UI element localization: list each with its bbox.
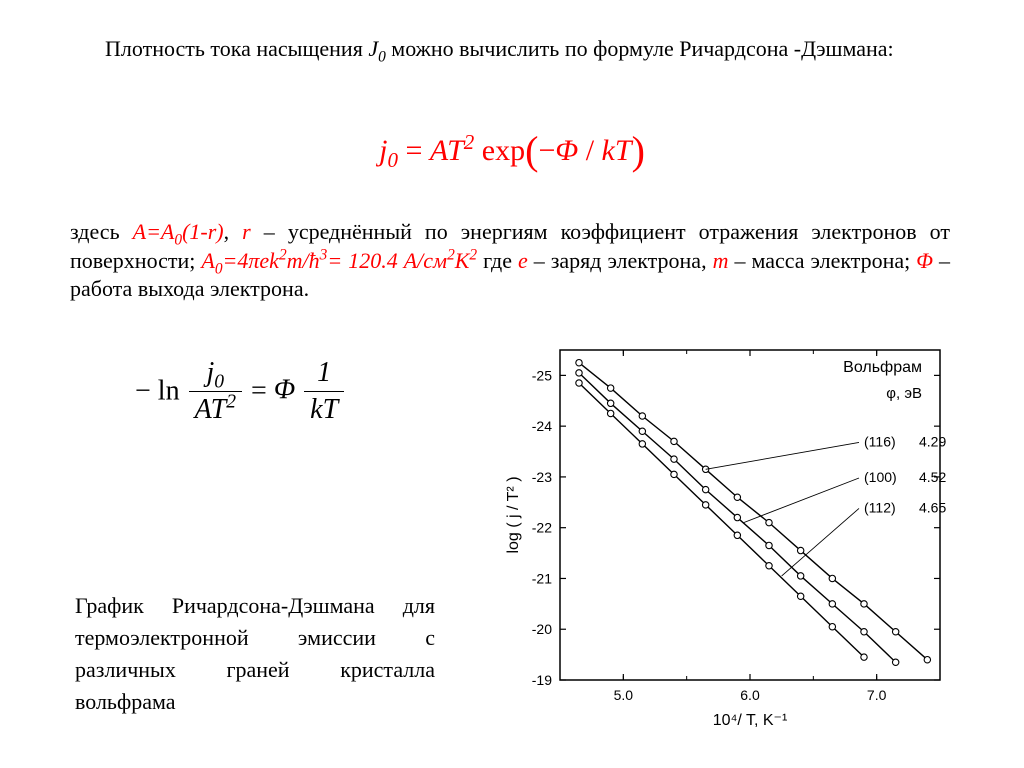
eq1-a: A (430, 134, 447, 167)
p2-e: e (518, 248, 528, 273)
svg-text:-24: -24 (532, 418, 552, 434)
eq2-num2: 1 (304, 355, 344, 392)
svg-text:-22: -22 (532, 520, 552, 536)
eq2-den2-k: k (310, 394, 322, 425)
intro-text-a: Плотность тока насыщения (105, 36, 368, 61)
definitions-paragraph: здесь A=A0(1-r), r – усреднённый по энер… (70, 218, 950, 304)
log-equation: − ln j0 AT2 = Φ 1 kT (135, 355, 346, 429)
p2-a0val: = 120.4 А/см (327, 248, 447, 273)
p2-a0eq: A (201, 248, 214, 273)
eq2-num-sub: 0 (214, 372, 224, 393)
j0-symbol: J (368, 36, 378, 61)
p2-a0eq3: m/ħ (287, 248, 320, 273)
p2-a0valksq: 2 (469, 246, 477, 263)
p2-t4: где (477, 248, 518, 273)
eq1-t-sq: 2 (464, 130, 475, 154)
svg-text:-20: -20 (532, 621, 552, 637)
eq2-ln: ln (158, 376, 180, 407)
eq2-den-t: T (211, 394, 227, 425)
eq1-paren-close: ) (632, 128, 645, 173)
eq1-equals: = (398, 134, 430, 167)
svg-text:4.29: 4.29 (919, 433, 946, 449)
p2-t6: – масса электрона; (728, 248, 916, 273)
p2-arest: (1-r) (182, 219, 224, 244)
p2-a0eq2: =4πek (223, 248, 279, 273)
p2-t1: здесь (70, 219, 133, 244)
p2-a0sub: 0 (174, 231, 182, 248)
j0-subscript: 0 (378, 48, 386, 65)
eq1-j-sub: 0 (387, 148, 398, 172)
p2-phi: Φ (916, 248, 933, 273)
eq2-den-sq: 2 (226, 392, 236, 413)
svg-text:5.0: 5.0 (614, 687, 634, 703)
svg-text:φ, эВ: φ, эВ (886, 385, 922, 402)
eq2-frac2: 1 kT (304, 355, 344, 429)
svg-text:4.65: 4.65 (919, 499, 946, 515)
svg-text:(116): (116) (864, 433, 896, 449)
eq2-minus: − (135, 376, 151, 407)
eq2-frac1: j0 AT2 (189, 355, 242, 429)
p2-t2: , (224, 219, 243, 244)
eq2-eq: = (251, 376, 274, 407)
p2-m: m (713, 248, 729, 273)
p2-r: r (242, 219, 251, 244)
richardson-equation: j0 = AT2 exp(−Φ / kT) (0, 125, 1024, 177)
eq1-t2: T (615, 134, 632, 167)
figure-caption: График Ричардсона-Дэшмана для термоэлект… (75, 590, 435, 718)
richardson-plot: 5.0 6.0 7.0 -25 -24 -23 -22 -21 -20 -19 10⁴/ T, K⁻… (500, 340, 970, 735)
svg-text:-23: -23 (532, 469, 552, 485)
p2-a0valsq: 2 (447, 246, 455, 263)
p2-aeq: A=A (133, 219, 175, 244)
svg-text:(100): (100) (864, 469, 897, 485)
svg-text:Вольфрам: Вольфрам (843, 359, 922, 376)
svg-text:-21: -21 (532, 570, 552, 586)
svg-text:(112): (112) (864, 499, 896, 515)
eq1-phi: Φ (555, 134, 578, 167)
eq1-t: T (447, 134, 464, 167)
p2-a0valk: К (455, 248, 470, 273)
eq2-den-a: A (195, 394, 211, 425)
eq2-phi: Φ (274, 374, 295, 405)
p2-sq: 2 (279, 246, 287, 263)
svg-text:log ( j / T² ): log ( j / T² ) (505, 476, 522, 553)
svg-text:10⁴/ T, K⁻¹: 10⁴/ T, K⁻¹ (713, 712, 788, 729)
intro-paragraph: Плотность тока насыщения J0 можно вычисл… (70, 35, 950, 64)
eq1-slash: / (578, 134, 601, 167)
p2-t5: – заряд электрона, (528, 248, 713, 273)
svg-text:-19: -19 (532, 672, 552, 688)
eq1-paren-open: ( (525, 128, 538, 173)
eq1-k: k (602, 134, 615, 167)
p2-a0sub2: 0 (215, 260, 223, 277)
eq1-exp: exp (482, 134, 525, 167)
svg-text:6.0: 6.0 (740, 687, 760, 703)
intro-text-b: можно вычислить по формуле Ричардсона -Д… (386, 36, 894, 61)
eq1-minus: − (538, 134, 555, 167)
svg-text:7.0: 7.0 (867, 687, 887, 703)
eq2-den2-t: T (323, 394, 339, 425)
svg-text:4.52: 4.52 (919, 469, 946, 485)
svg-text:-25: -25 (532, 367, 552, 383)
